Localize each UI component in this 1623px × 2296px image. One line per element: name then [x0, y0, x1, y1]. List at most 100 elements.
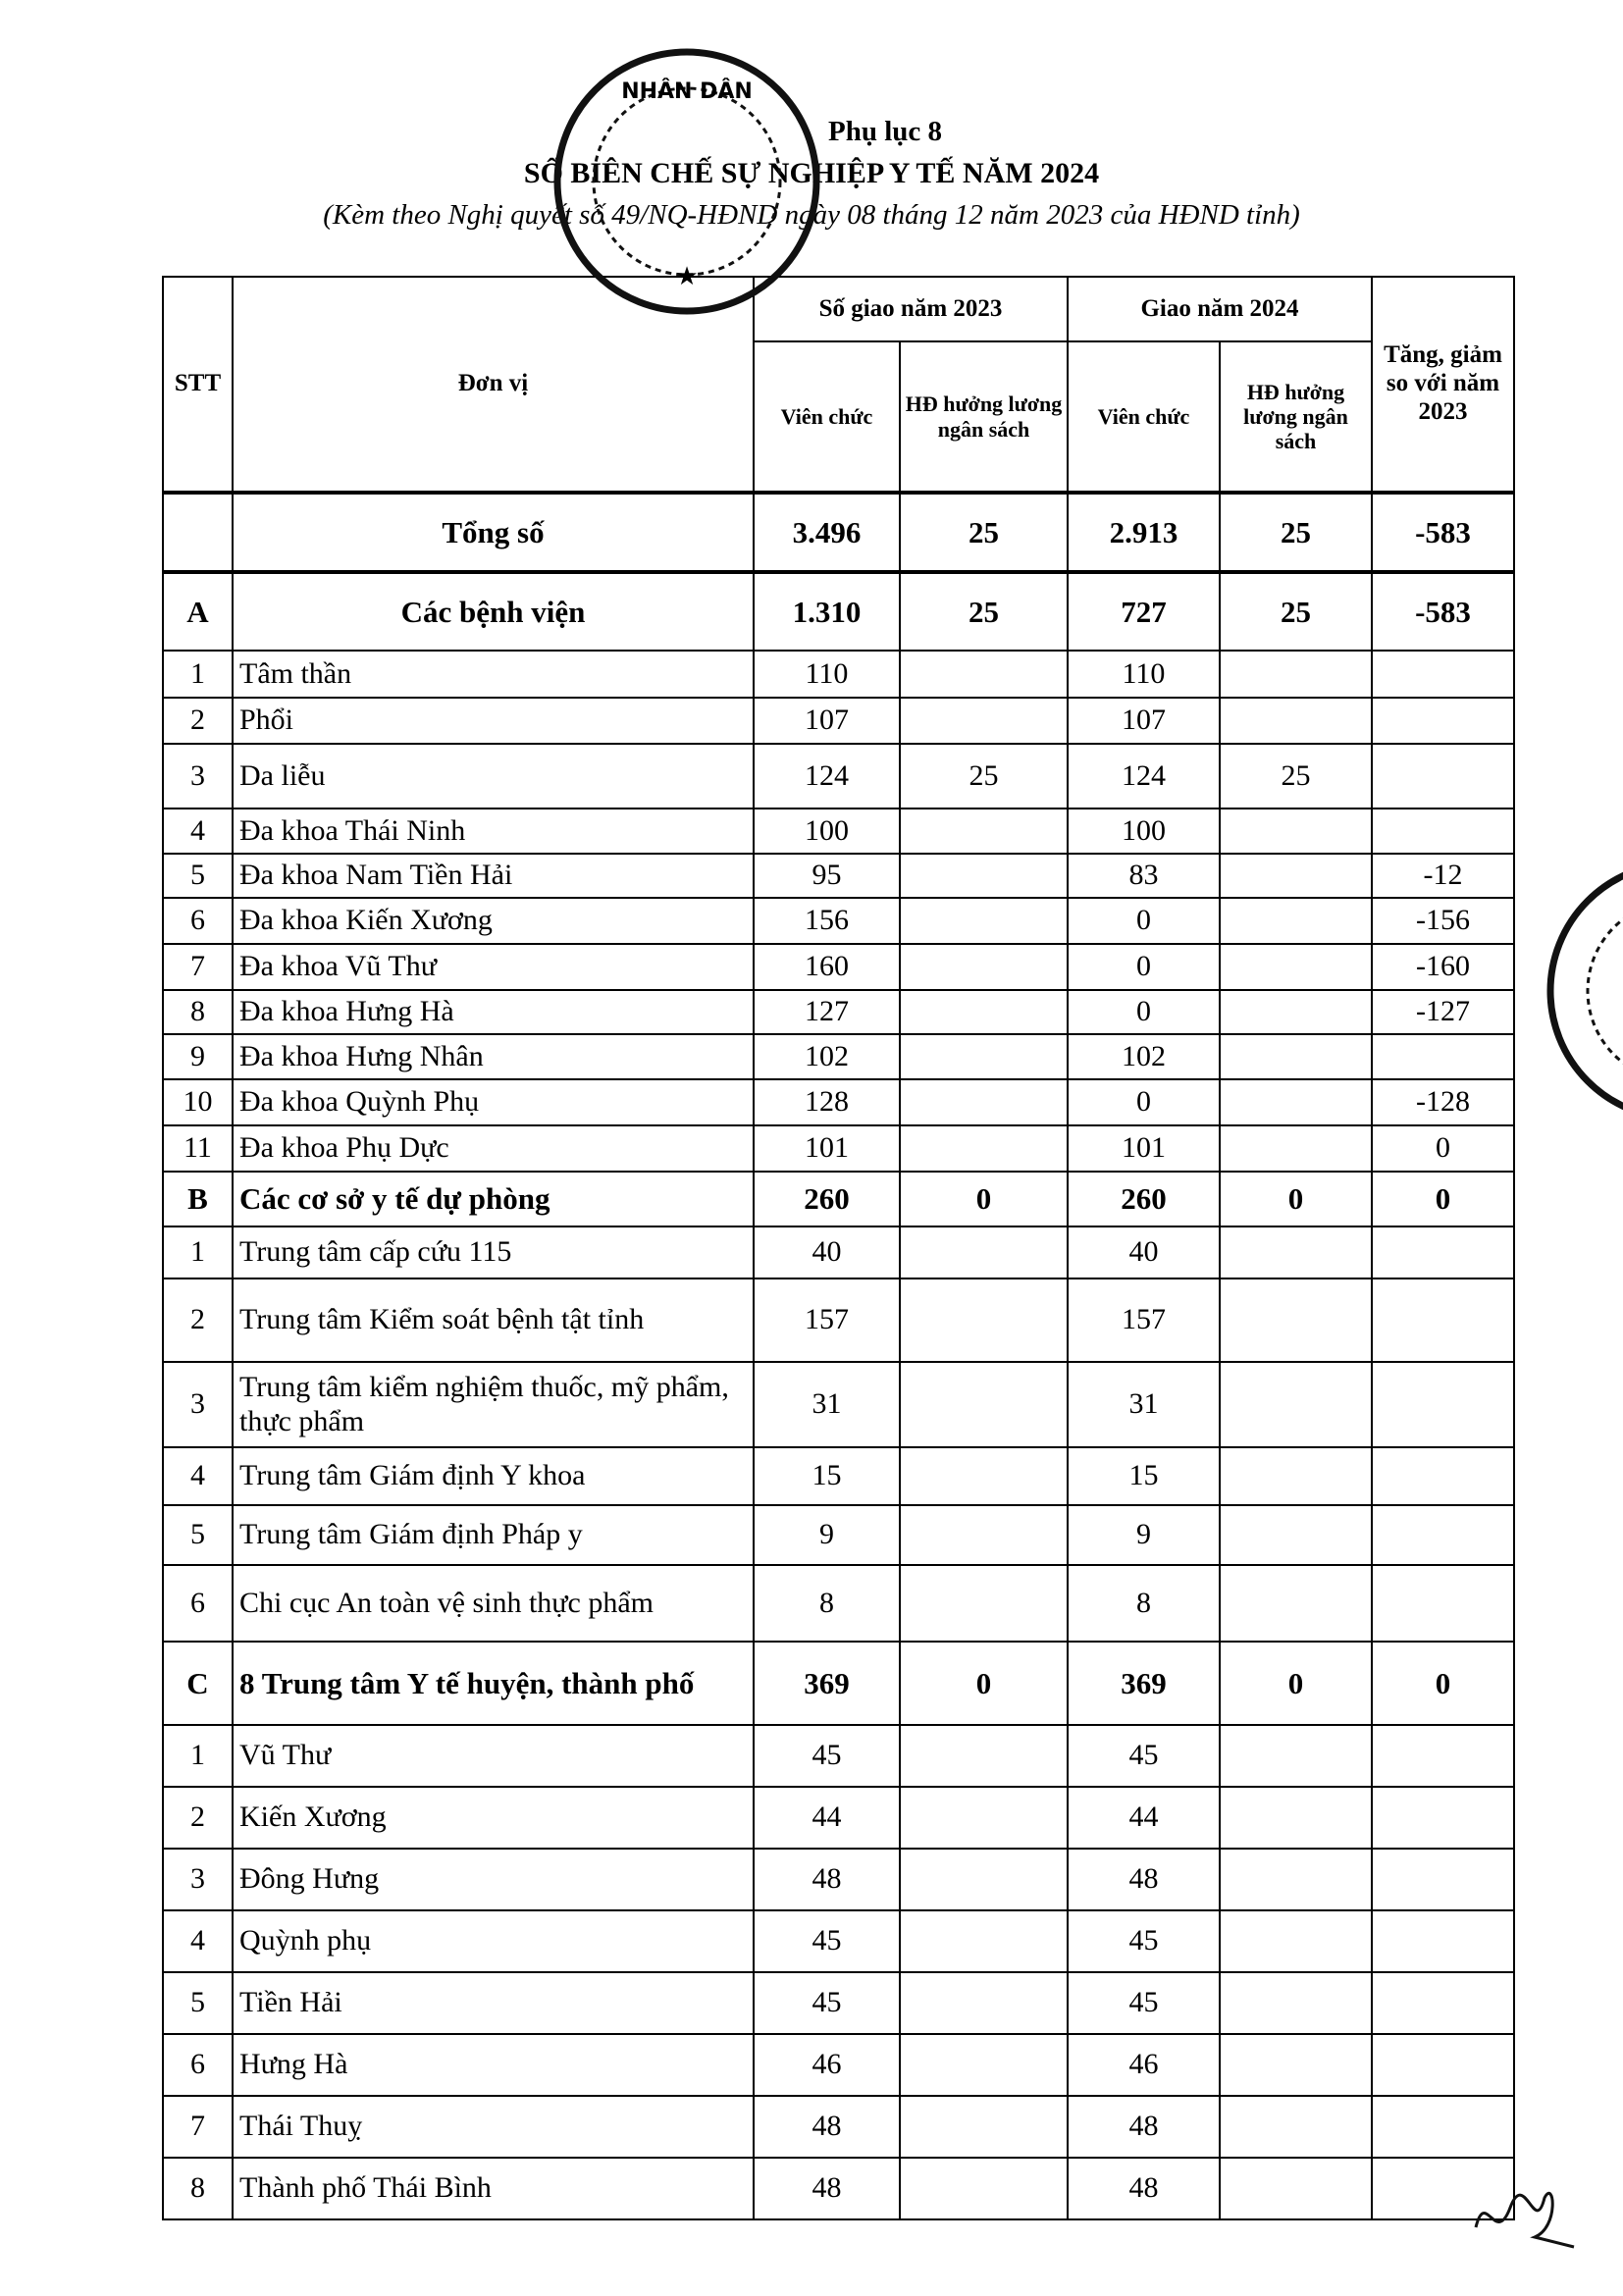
staff-2023-cell: 44: [753, 1786, 901, 1850]
col-contract-2023: HĐ hưởng lương ngân sách: [899, 340, 1069, 494]
staff-2023-cell: 102: [753, 1033, 901, 1080]
seal-text: NHÂN DÂN: [621, 78, 753, 104]
staff-2023-cell: 160: [753, 943, 901, 991]
staff-2023-cell: 369: [753, 1641, 901, 1726]
table-row: 9 Đa khoa Hưng Nhân 102 102: [162, 1033, 1515, 1080]
change-cell: [1371, 2095, 1515, 2159]
unit-cell: Trung tâm Giám định Y khoa: [232, 1446, 755, 1506]
contract-2024-cell: [1219, 1033, 1373, 1080]
stt-cell: [162, 491, 234, 573]
unit-cell: Tổng số: [232, 491, 755, 573]
unit-cell: Trung tâm cấp cứu 115: [232, 1226, 755, 1279]
change-cell: -160: [1371, 943, 1515, 991]
col-contract-2024: HĐ hưởng lương ngân sách: [1219, 340, 1373, 494]
table-row: Tổng số 3.496 25 2.913 25 -583: [162, 491, 1515, 573]
change-cell: [1371, 697, 1515, 745]
table-row: 6 Hưng Hà 46 46: [162, 2033, 1515, 2097]
contract-2024-cell: 0: [1219, 1641, 1373, 1726]
unit-cell: 8 Trung tâm Y tế huyện, thành phố: [232, 1641, 755, 1726]
staff-2024-cell: 31: [1067, 1361, 1221, 1448]
contract-2023-cell: [899, 853, 1069, 899]
staff-2024-cell: 0: [1067, 989, 1221, 1035]
staff-2024-cell: 45: [1067, 1971, 1221, 2035]
change-cell: -156: [1371, 897, 1515, 945]
table-row: 4 Trung tâm Giám định Y khoa 15 15: [162, 1446, 1515, 1506]
contract-2023-cell: [899, 943, 1069, 991]
staff-2023-cell: 124: [753, 743, 901, 809]
stt-cell: 8: [162, 989, 234, 1035]
contract-2023-cell: [899, 1226, 1069, 1279]
staff-2024-cell: 101: [1067, 1124, 1221, 1173]
staff-2024-cell: 45: [1067, 1909, 1221, 1973]
table-row: 5 Đa khoa Nam Tiền Hải 95 83 -12: [162, 853, 1515, 899]
contract-2023-cell: [899, 1033, 1069, 1080]
contract-2023-cell: [899, 2157, 1069, 2220]
change-cell: [1371, 1446, 1515, 1506]
stt-cell: 5: [162, 853, 234, 899]
table-row: 8 Đa khoa Hưng Hà 127 0 -127: [162, 989, 1515, 1035]
change-cell: [1371, 1033, 1515, 1080]
table-row: 2 Phổi 107 107: [162, 697, 1515, 745]
stt-cell: 5: [162, 1504, 234, 1566]
contract-2024-cell: [1219, 2033, 1373, 2097]
unit-cell: Đông Hưng: [232, 1848, 755, 1911]
col-staff-2024: Viên chức: [1067, 340, 1221, 494]
change-cell: [1371, 1226, 1515, 1279]
contract-2023-cell: [899, 1564, 1069, 1643]
unit-cell: Đa khoa Vũ Thư: [232, 943, 755, 991]
unit-cell: Trung tâm Kiểm soát bệnh tật tỉnh: [232, 1278, 755, 1363]
appendix-label: Phụ lục 8: [827, 116, 943, 147]
table-row: 1 Vũ Thư 45 45: [162, 1724, 1515, 1788]
unit-cell: Phổi: [232, 697, 755, 745]
staff-2024-cell: 15: [1067, 1446, 1221, 1506]
change-cell: [1371, 1971, 1515, 2035]
table-row: A Các bệnh viện 1.310 25 727 25 -583: [162, 570, 1515, 652]
contract-2023-cell: 0: [899, 1641, 1069, 1726]
unit-cell: Quỳnh phụ: [232, 1909, 755, 1973]
unit-cell: Đa khoa Kiến Xương: [232, 897, 755, 945]
staff-2024-cell: 102: [1067, 1033, 1221, 1080]
change-cell: 0: [1371, 1124, 1515, 1173]
stt-cell: C: [162, 1641, 234, 1726]
stt-cell: 3: [162, 1848, 234, 1911]
contract-2024-cell: [1219, 2095, 1373, 2159]
table-row: 10 Đa khoa Quỳnh Phụ 128 0 -128: [162, 1078, 1515, 1126]
change-cell: [1371, 1504, 1515, 1566]
staff-2023-cell: 46: [753, 2033, 901, 2097]
col-staff-2023: Viên chức: [753, 340, 901, 494]
table-row: 6 Chi cục An toàn vệ sinh thực phẩm 8 8: [162, 1564, 1515, 1643]
unit-cell: Các cơ sở y tế dự phòng: [232, 1171, 755, 1227]
contract-2024-cell: [1219, 650, 1373, 699]
staff-2023-cell: 48: [753, 1848, 901, 1911]
contract-2024-cell: [1219, 1504, 1373, 1566]
staff-2024-cell: 157: [1067, 1278, 1221, 1363]
table-row: 4 Đa khoa Thái Ninh 100 100: [162, 808, 1515, 855]
staff-2024-cell: 0: [1067, 1078, 1221, 1126]
contract-2023-cell: [899, 897, 1069, 945]
staff-2024-cell: 48: [1067, 2157, 1221, 2220]
unit-cell: Tiền Hải: [232, 1971, 755, 2035]
document-subtitle: (Kèm theo Nghị quyết số 49/NQ-HĐND ngày …: [323, 199, 1300, 231]
col-stt: STT: [162, 276, 234, 494]
staff-2023-cell: 110: [753, 650, 901, 699]
table-row: 6 Đa khoa Kiến Xương 156 0 -156: [162, 897, 1515, 945]
staff-2024-cell: 100: [1067, 808, 1221, 855]
unit-cell: Kiến Xương: [232, 1786, 755, 1850]
contract-2024-cell: [1219, 1971, 1373, 2035]
staff-2024-cell: 107: [1067, 697, 1221, 745]
table-row: 2 Trung tâm Kiểm soát bệnh tật tỉnh 157 157: [162, 1278, 1515, 1363]
contract-2024-cell: 25: [1219, 743, 1373, 809]
change-cell: -128: [1371, 1078, 1515, 1126]
staff-2023-cell: 260: [753, 1171, 901, 1227]
staff-2023-cell: 128: [753, 1078, 901, 1126]
change-cell: -583: [1371, 491, 1515, 573]
table-row: 2 Kiến Xương 44 44: [162, 1786, 1515, 1850]
staff-2023-cell: 100: [753, 808, 901, 855]
contract-2023-cell: [899, 1361, 1069, 1448]
stt-cell: 5: [162, 1971, 234, 2035]
contract-2024-cell: [1219, 989, 1373, 1035]
staff-2023-cell: 8: [753, 1564, 901, 1643]
unit-cell: Thành phố Thái Bình: [232, 2157, 755, 2220]
staff-2024-cell: 9: [1067, 1504, 1221, 1566]
